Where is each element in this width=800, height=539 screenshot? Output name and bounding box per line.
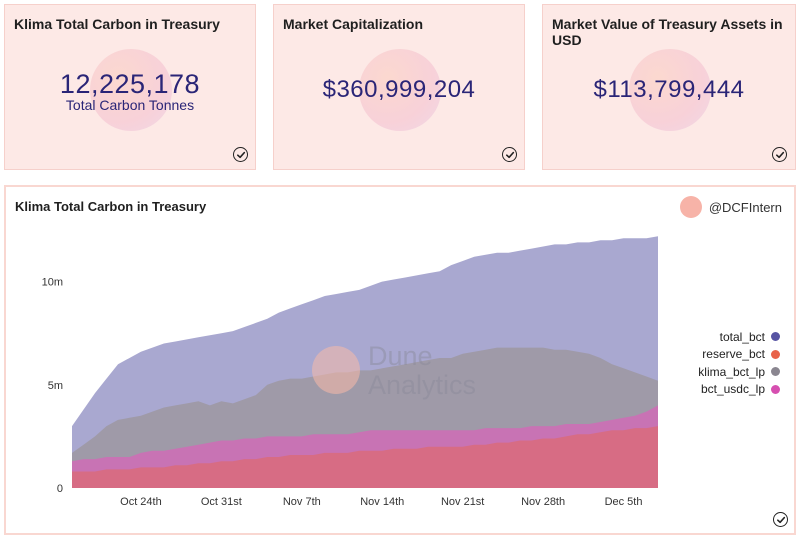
chart-legend: total_bct reserve_bct klima_bct_lp bct_u… — [698, 328, 780, 398]
check-circle-icon[interactable] — [772, 147, 787, 162]
legend-label: bct_usdc_lp — [700, 382, 765, 397]
x-tick-label: Nov 21st — [441, 496, 484, 508]
legend-swatch — [771, 332, 780, 342]
kpi-value: 12,225,178 — [59, 69, 201, 99]
legend-item-bct-usdc-lp[interactable]: bct_usdc_lp — [698, 381, 780, 399]
legend-swatch — [771, 349, 780, 359]
kpi-card-title: Klima Total Carbon in Treasury — [14, 16, 220, 32]
x-tick-label: Nov 28th — [521, 496, 565, 508]
dune-watermark-icon — [90, 49, 172, 131]
x-tick-label: Nov 7th — [283, 496, 321, 508]
dune-watermark-icon — [359, 49, 441, 131]
legend-swatch — [771, 384, 780, 394]
legend-item-reserve-bct[interactable]: reserve_bct — [698, 346, 780, 364]
y-tick-label: 0 — [57, 483, 63, 495]
kpi-card-title: Market Capitalization — [283, 16, 424, 32]
kpi-value: $360,999,204 — [322, 76, 476, 103]
avatar — [679, 196, 702, 218]
chart-title: Klima Total Carbon in Treasury — [15, 199, 207, 214]
watermark-line1: Dune — [368, 341, 433, 371]
check-circle-icon[interactable] — [773, 512, 788, 527]
watermark-line2: Analytics — [368, 370, 476, 400]
x-tick-label: Dec 5th — [605, 496, 643, 508]
legend-item-total-bct[interactable]: total_bct — [698, 328, 780, 346]
dune-analytics-watermark: Dune Analytics — [312, 341, 476, 400]
area-chart: Dune Analytics 0 5m 10m Oct 24th Oct 31st No… — [42, 236, 658, 508]
dune-watermark-icon — [629, 49, 711, 131]
kpi-card-market-cap: Market Capitalization $360,999,204 — [273, 4, 525, 170]
check-circle-icon[interactable] — [502, 147, 517, 162]
kpi-value: $113,799,444 — [593, 76, 745, 103]
attribution-handle: @DCFIntern — [708, 199, 782, 215]
kpi-card-treasury-value: Market Value of Treasury Assets in USD $… — [542, 4, 796, 170]
dune-logo-icon — [312, 346, 360, 394]
legend-swatch — [771, 367, 780, 377]
chart-card: Klima Total Carbon in Treasury @DCFInter… — [4, 185, 796, 535]
series-area-reserve-bct — [72, 426, 658, 488]
y-tick-label: 5m — [48, 380, 63, 392]
series-area-bct-usdc-lp — [72, 405, 658, 488]
legend-item-klima-bct-lp[interactable]: klima_bct_lp — [698, 363, 780, 381]
attribution[interactable]: @DCFIntern — [679, 196, 782, 218]
kpi-card-title: Market Value of Treasury Assets in USD — [552, 16, 783, 48]
x-tick-label: Oct 31st — [201, 496, 242, 508]
kpi-subtitle: Total Carbon Tonnes — [65, 97, 195, 113]
y-tick-label: 10m — [42, 277, 63, 289]
x-tick-label: Oct 24th — [120, 496, 162, 508]
legend-label: total_bct — [719, 329, 765, 344]
check-circle-icon[interactable] — [233, 147, 248, 162]
x-tick-label: Nov 14th — [360, 496, 404, 508]
legend-label: klima_bct_lp — [698, 364, 765, 379]
kpi-card-total-carbon: Klima Total Carbon in Treasury 12,225,17… — [4, 4, 256, 170]
legend-label: reserve_bct — [702, 347, 765, 362]
